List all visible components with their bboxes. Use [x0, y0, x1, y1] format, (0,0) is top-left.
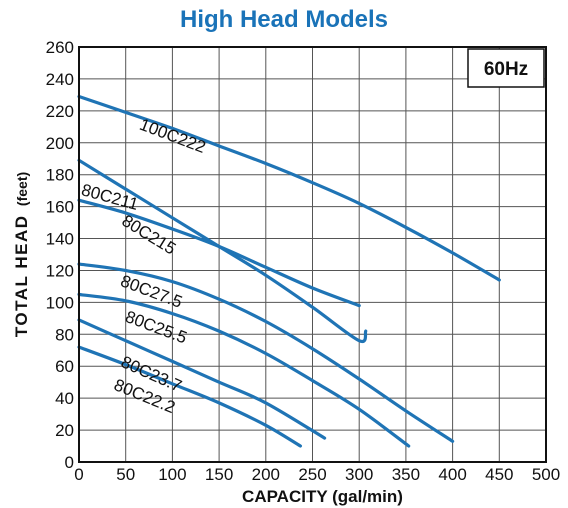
curve-100c222 — [77, 94, 501, 282]
frequency-box — [467, 48, 545, 88]
x-tick-label: 450 — [485, 465, 513, 484]
x-tick-label: 300 — [345, 465, 373, 484]
curve-80c22-2 — [77, 345, 302, 448]
curve-80c215 — [77, 158, 368, 344]
y-axis-label: TOTAL HEAD (feet) — [12, 172, 31, 337]
x-axis-label: CAPACITY (gal/min) — [242, 487, 403, 506]
x-tick-label: 50 — [116, 465, 135, 484]
y-tick-label: 140 — [46, 230, 74, 249]
y-tick-label: 180 — [46, 166, 74, 185]
x-tick-label: 0 — [74, 465, 83, 484]
y-tick-label: 0 — [65, 453, 74, 472]
y-axis-label-main: TOTAL HEAD — [12, 215, 31, 338]
frequency-label: 60Hz — [484, 59, 528, 80]
y-tick-label: 260 — [46, 38, 74, 57]
y-tick-label: 20 — [55, 421, 74, 440]
y-tick-label: 60 — [55, 357, 74, 376]
x-tick-label: 500 — [532, 465, 560, 484]
x-tick-label: 200 — [252, 465, 280, 484]
y-tick-label: 240 — [46, 70, 74, 89]
curve-80c27-5 — [77, 262, 455, 443]
chart-title: High Head Models — [179, 6, 389, 33]
y-tick-label: 120 — [46, 261, 74, 280]
curve-80c25-5 — [77, 292, 411, 448]
x-tick-label: 100 — [158, 465, 186, 484]
y-tick-label: 40 — [55, 389, 74, 408]
plot-frame — [78, 46, 547, 463]
y-tick-label: 160 — [46, 198, 74, 217]
y-tick-label: 100 — [46, 293, 74, 312]
y-tick-label: 80 — [55, 325, 74, 344]
curve-80c211 — [77, 198, 361, 308]
curves — [77, 94, 501, 448]
x-tick-label: 250 — [298, 465, 326, 484]
tick-labels: 0 50 100 150 200 250 300 350 400 450 500 0 20 40 60 80 1… — [46, 38, 561, 484]
curve-label: 80C25.5 — [123, 307, 190, 347]
curve-80c23-7 — [77, 318, 327, 440]
y-axis-label-unit: (feet) — [14, 172, 30, 206]
x-tick-label: 400 — [438, 465, 466, 484]
x-tick-label: 350 — [392, 465, 420, 484]
y-tick-label: 220 — [46, 102, 74, 121]
x-tick-label: 150 — [205, 465, 233, 484]
y-tick-label: 200 — [46, 134, 74, 153]
